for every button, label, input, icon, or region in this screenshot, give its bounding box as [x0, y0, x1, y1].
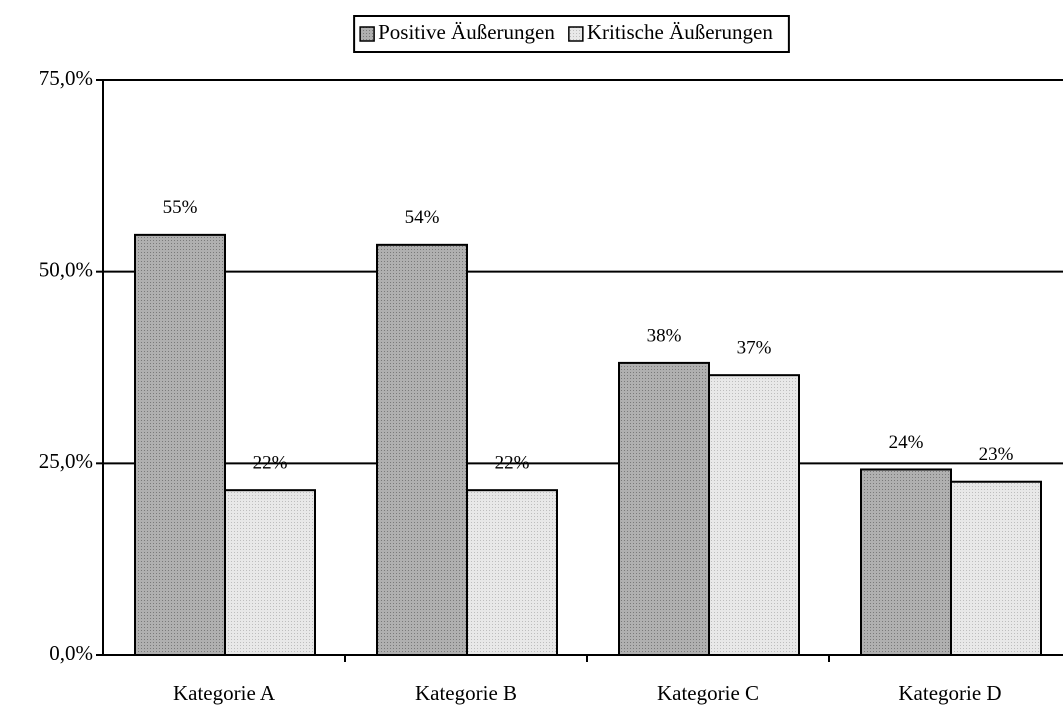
y-tick-label: 25,0% [39, 449, 93, 473]
legend-box [353, 15, 790, 53]
value-label: 38% [647, 325, 682, 346]
bar [466, 489, 558, 656]
value-label: 37% [737, 338, 772, 359]
value-label: 22% [253, 453, 288, 474]
value-label: 23% [979, 444, 1014, 465]
y-tick-label: 0,0% [49, 641, 93, 665]
x-tick-label: Kategorie D [898, 681, 1001, 705]
value-label: 55% [163, 197, 198, 218]
x-tick-label: Kategorie B [415, 681, 517, 705]
legend-swatch [568, 26, 584, 42]
legend-swatch [359, 26, 375, 42]
x-tick-label: Kategorie C [657, 681, 759, 705]
y-tick-label: 50,0% [39, 257, 93, 281]
legend-label: Positive Äußerungen [378, 20, 555, 44]
bar [618, 361, 710, 656]
value-label: 22% [495, 453, 530, 474]
bar [708, 374, 800, 656]
bar [134, 233, 226, 656]
y-tick-label: 75,0% [39, 66, 93, 90]
bar [224, 489, 316, 656]
value-label: 54% [405, 207, 440, 228]
bar [376, 243, 468, 656]
x-tick-label: Kategorie A [173, 681, 276, 705]
legend-label: Kritische Äußerungen [587, 20, 774, 44]
bar [860, 468, 952, 657]
bar [950, 480, 1042, 656]
value-label: 24% [889, 432, 924, 453]
